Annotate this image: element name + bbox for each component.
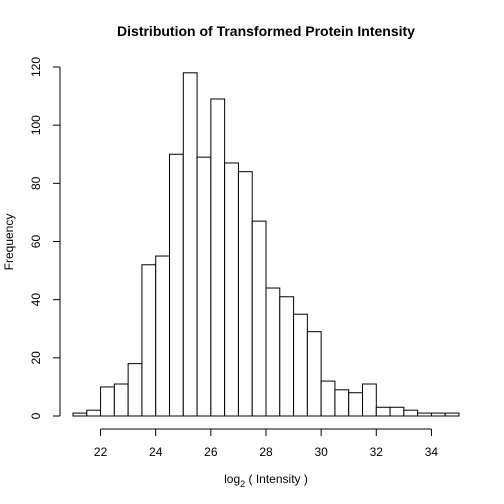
histogram-bar <box>100 386 115 417</box>
x-axis: 22 24 26 28 30 32 34 <box>94 428 439 459</box>
histogram-bar <box>182 72 198 417</box>
x-tick-label: 26 <box>204 445 218 459</box>
y-axis-label: Frequency <box>2 214 16 271</box>
x-tick-label: 24 <box>149 445 163 459</box>
histogram-bar <box>375 406 391 417</box>
histogram-bar <box>155 255 171 417</box>
y-tick-label: 40 <box>29 293 43 307</box>
histogram-bar <box>320 380 336 417</box>
x-tick-label: 28 <box>259 445 273 459</box>
y-tick-label: 60 <box>29 235 43 249</box>
histogram-bar <box>141 264 157 417</box>
histogram-bar <box>251 220 267 417</box>
y-axis: 0 20 40 60 80 100 120 <box>29 57 61 419</box>
x-tick-label: 34 <box>425 445 439 459</box>
histogram-bar <box>403 409 419 417</box>
histogram-bar <box>279 296 295 417</box>
histogram-bar <box>362 383 377 417</box>
x-tick-label: 32 <box>370 445 384 459</box>
y-tick-label: 0 <box>29 412 43 419</box>
x-tick-label: 30 <box>314 445 328 459</box>
histogram-bar <box>444 412 460 417</box>
histogram-bar <box>430 412 446 417</box>
x-axis-label-subscript: 2 <box>240 479 245 489</box>
y-tick-label: 80 <box>29 176 43 190</box>
x-axis-label-rest: ( Intensity ) <box>245 472 308 486</box>
histogram-bar <box>224 162 239 417</box>
y-tick-label: 20 <box>29 351 43 365</box>
chart-title: Distribution of Transformed Protein Inte… <box>117 23 415 39</box>
histogram-bar <box>113 383 129 417</box>
histogram-bar <box>306 331 322 417</box>
histogram-bar <box>127 363 143 417</box>
x-axis-label-log: log <box>224 472 240 486</box>
histogram-bar <box>169 153 184 417</box>
histogram-bar <box>293 313 308 417</box>
histogram-bar <box>86 409 102 417</box>
histogram-bar <box>72 412 88 417</box>
histogram-bars <box>72 72 460 417</box>
histogram-bar <box>265 287 281 417</box>
y-tick-label: 120 <box>29 57 43 77</box>
histogram-bar <box>237 171 253 417</box>
histogram-bar <box>389 406 405 417</box>
histogram-bar <box>210 98 226 417</box>
y-tick-label: 100 <box>29 115 43 135</box>
histogram-bar <box>334 389 350 417</box>
x-axis-label: log2 ( Intensity ) <box>224 472 308 489</box>
x-tick-label: 22 <box>94 445 108 459</box>
histogram-bar <box>196 156 212 417</box>
histogram-bar <box>417 412 432 417</box>
histogram-bar <box>348 392 363 417</box>
